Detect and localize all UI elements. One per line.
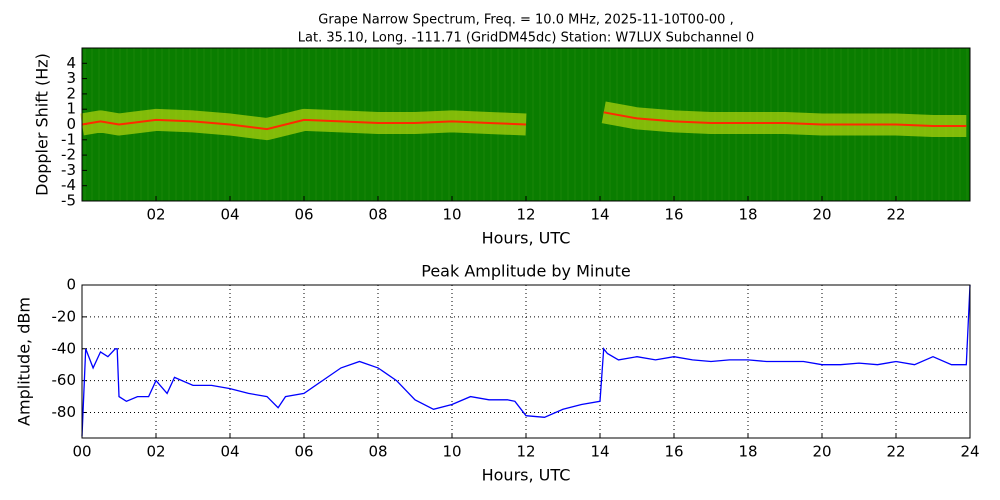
y-axis-label: Doppler Shift (Hz) xyxy=(33,53,52,196)
x-tick-label: 14 xyxy=(590,443,609,461)
y-tick-label: 1 xyxy=(66,100,76,118)
x-tick-label: 06 xyxy=(294,443,313,461)
y-tick-label: -20 xyxy=(52,307,77,325)
x-tick-label: 24 xyxy=(960,443,979,461)
chart-title: Peak Amplitude by Minute xyxy=(421,262,631,281)
x-tick-label: 04 xyxy=(220,206,239,224)
y-tick-label: -3 xyxy=(61,161,76,179)
x-tick-label: 14 xyxy=(590,206,609,224)
x-tick-label: 12 xyxy=(516,206,535,224)
y-tick-label: -4 xyxy=(61,176,76,194)
x-tick-label: 02 xyxy=(146,206,165,224)
x-tick-label: 16 xyxy=(664,206,683,224)
x-tick-label: 20 xyxy=(812,206,831,224)
x-tick-label: 10 xyxy=(442,443,461,461)
x-tick-label: 00 xyxy=(72,443,91,461)
plot-frame xyxy=(81,47,971,202)
x-tick-label: 06 xyxy=(294,206,313,224)
y-tick-label: 0 xyxy=(66,115,76,133)
x-tick-label: 12 xyxy=(516,443,535,461)
x-tick-label: 10 xyxy=(442,206,461,224)
x-tick-label: 08 xyxy=(368,206,387,224)
x-tick-label: 22 xyxy=(886,443,905,461)
y-tick-label: -80 xyxy=(52,403,77,421)
x-tick-label: 08 xyxy=(368,443,387,461)
chart-title: Lat. 35.10, Long. -111.71 (GridDM45dc) S… xyxy=(298,31,754,46)
x-tick-label: 18 xyxy=(738,206,757,224)
y-tick-label: -60 xyxy=(52,371,77,389)
x-tick-label: 04 xyxy=(220,443,239,461)
x-axis-label: Hours, UTC xyxy=(482,466,571,485)
chart-title: Grape Narrow Spectrum, Freq. = 10.0 MHz,… xyxy=(318,13,733,28)
y-tick-label: 3 xyxy=(66,69,76,87)
amplitude-line xyxy=(81,284,971,437)
x-axis-label: Hours, UTC xyxy=(482,229,571,248)
y-tick-label: -1 xyxy=(61,130,76,148)
plot-frame xyxy=(81,284,971,439)
doppler-trace xyxy=(81,118,527,131)
x-tick-label: 20 xyxy=(812,443,831,461)
y-axis-label: Amplitude, dBm xyxy=(15,297,34,426)
y-tick-label: 4 xyxy=(66,54,76,72)
doppler-trace xyxy=(603,111,967,127)
y-tick-label: -2 xyxy=(61,146,76,164)
x-tick-label: 22 xyxy=(886,206,905,224)
x-tick-label: 02 xyxy=(146,443,165,461)
x-tick-label: 18 xyxy=(738,443,757,461)
y-tick-label: -40 xyxy=(52,339,77,357)
x-tick-label: 16 xyxy=(664,443,683,461)
y-tick-label: -5 xyxy=(61,192,76,210)
y-tick-label: 0 xyxy=(66,276,76,294)
y-tick-label: 2 xyxy=(66,84,76,102)
